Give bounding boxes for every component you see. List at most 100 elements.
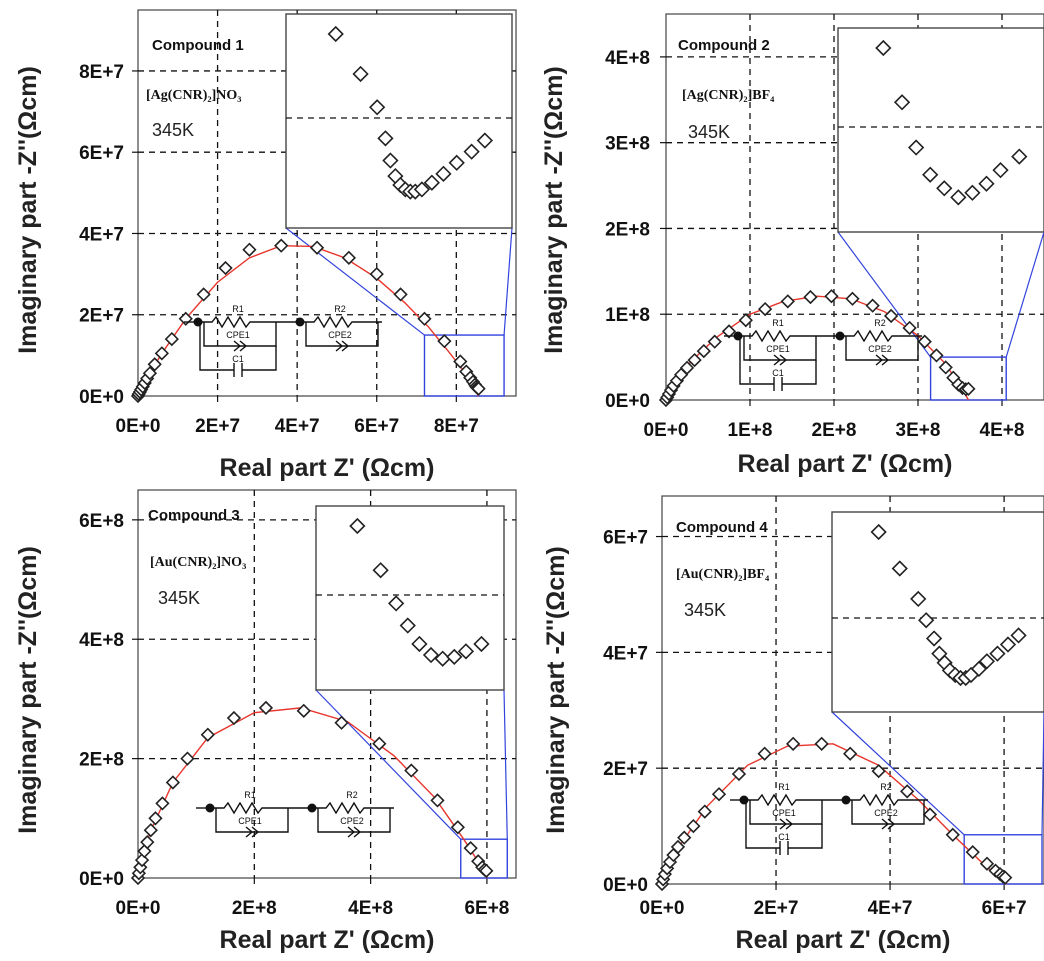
data-point [140,835,155,850]
inset-data-point [925,630,943,647]
data-point [417,311,432,326]
x-tick-label: 0E+0 [640,898,685,919]
circuit-label-cpe1: CPE1 [766,344,790,354]
y-axis-title: Imaginary part -Z''(Ωcm) [14,546,42,834]
data-point [917,334,932,349]
x-tick-label: 4E+8 [980,420,1025,441]
y-tick-label: 2E+7 [79,306,124,327]
data-point [945,827,960,842]
x-tick-label: 4E+8 [348,898,393,919]
circuit-cpe2-symbol [887,818,896,830]
chart-panel-1: 0E+0 2E+7 4E+7 6E+7 8E+7 0E+0 2E+7 4E+7 6E+7 8E+7… [14,9,517,482]
inset-data-point [463,143,480,160]
data-point [938,360,953,375]
data-point [686,818,701,834]
circuit-label-r1: R1 [772,318,784,328]
inset-data-point [891,560,908,577]
data-point [258,700,274,716]
data-point [711,787,727,802]
data-point [196,287,211,302]
inset-data-point [457,643,475,660]
inset-data-point [989,645,1006,662]
x-tick-label: 2E+7 [754,898,799,919]
data-point [697,804,712,819]
y-tick-label: 8E+7 [79,62,124,83]
x-tick-label: 6E+7 [354,416,399,437]
circuit-cap-gap [780,842,788,854]
data-point [143,823,158,838]
data-point [929,348,944,363]
x-tick-label: 4E+7 [275,416,320,437]
inset-data-point [476,132,494,149]
data-point [450,820,465,835]
data-point [780,294,795,309]
data-point [865,298,880,313]
x-tick-label: 6E+8 [464,898,509,919]
data-point [296,703,311,718]
data-point [274,238,289,253]
data-point [824,289,839,304]
data-point [679,360,695,375]
data-point [871,763,886,779]
inset-data-point [970,660,988,678]
data-point [814,736,829,751]
data-point [979,856,995,871]
temperature-label: 345K [688,122,730,142]
circuit-label-c1: C1 [778,832,790,842]
y-tick-label: 0E+0 [79,387,124,408]
data-point [393,287,408,302]
x-axis-title: Real part Z' (Ωcm) [220,454,435,482]
y-tick-label: 2E+8 [79,750,124,771]
circuit-label-r1: R1 [778,782,790,792]
y-tick-label: 2E+8 [605,219,650,240]
inset-plot [315,505,505,691]
y-tick-label: 2E+7 [603,759,648,780]
x-tick-label: 4E+7 [868,898,913,919]
y-tick-label: 4E+7 [79,224,124,245]
compound-label: Compound 1 [152,37,244,54]
circuit-label-cpe2: CPE2 [340,816,364,826]
circuit-label-cpe1: CPE1 [226,330,250,340]
circuit-label-cpe2: CPE2 [328,330,352,340]
y-tick-label: 0E+0 [605,391,650,412]
data-point [164,331,179,347]
compound-label: Compound 4 [676,519,768,536]
data-point [479,863,494,878]
y-tick-label: 6E+7 [79,143,124,164]
formula-label: [Au(CNR)₂]NO₃ [150,555,246,570]
data-point [757,301,773,317]
data-point [430,793,445,808]
x-tick-label: 1E+8 [728,420,773,441]
zoom-connector [1005,231,1044,358]
circuit-cpe2-symbol [875,354,884,366]
data-point [341,250,357,265]
data-point [883,308,899,324]
data-point [845,291,860,306]
inset-data-point [349,517,366,535]
circuit-label-c1: C1 [772,368,784,378]
y-axis-title: Imaginary part -Z''(Ωcm) [542,546,570,834]
x-axis-title: Real part Z' (Ωcm) [220,926,435,954]
circuit-cpe1-symbol [245,826,254,838]
data-point [180,751,195,766]
data-point [155,796,170,811]
data-point [372,736,387,751]
circuit-resistor-r1 [744,793,826,807]
temperature-label: 345K [152,120,194,140]
circuit-cpe2-symbol [341,340,350,352]
y-tick-label: 4E+8 [79,630,124,651]
circuit-cpe2-symbol [335,340,344,352]
inset-data-point [382,152,399,169]
inset-data-point [893,94,911,111]
inset-data-point [369,99,386,116]
inset-data-point [936,180,953,197]
zoom-region-box [963,834,1043,885]
zoom-connector [503,227,513,336]
inset-data-point [1010,627,1027,644]
data-point [922,807,938,822]
inset-data-point [473,635,490,653]
data-point [738,313,753,328]
inset-data-point [446,648,463,666]
inset-data-point [950,189,967,206]
